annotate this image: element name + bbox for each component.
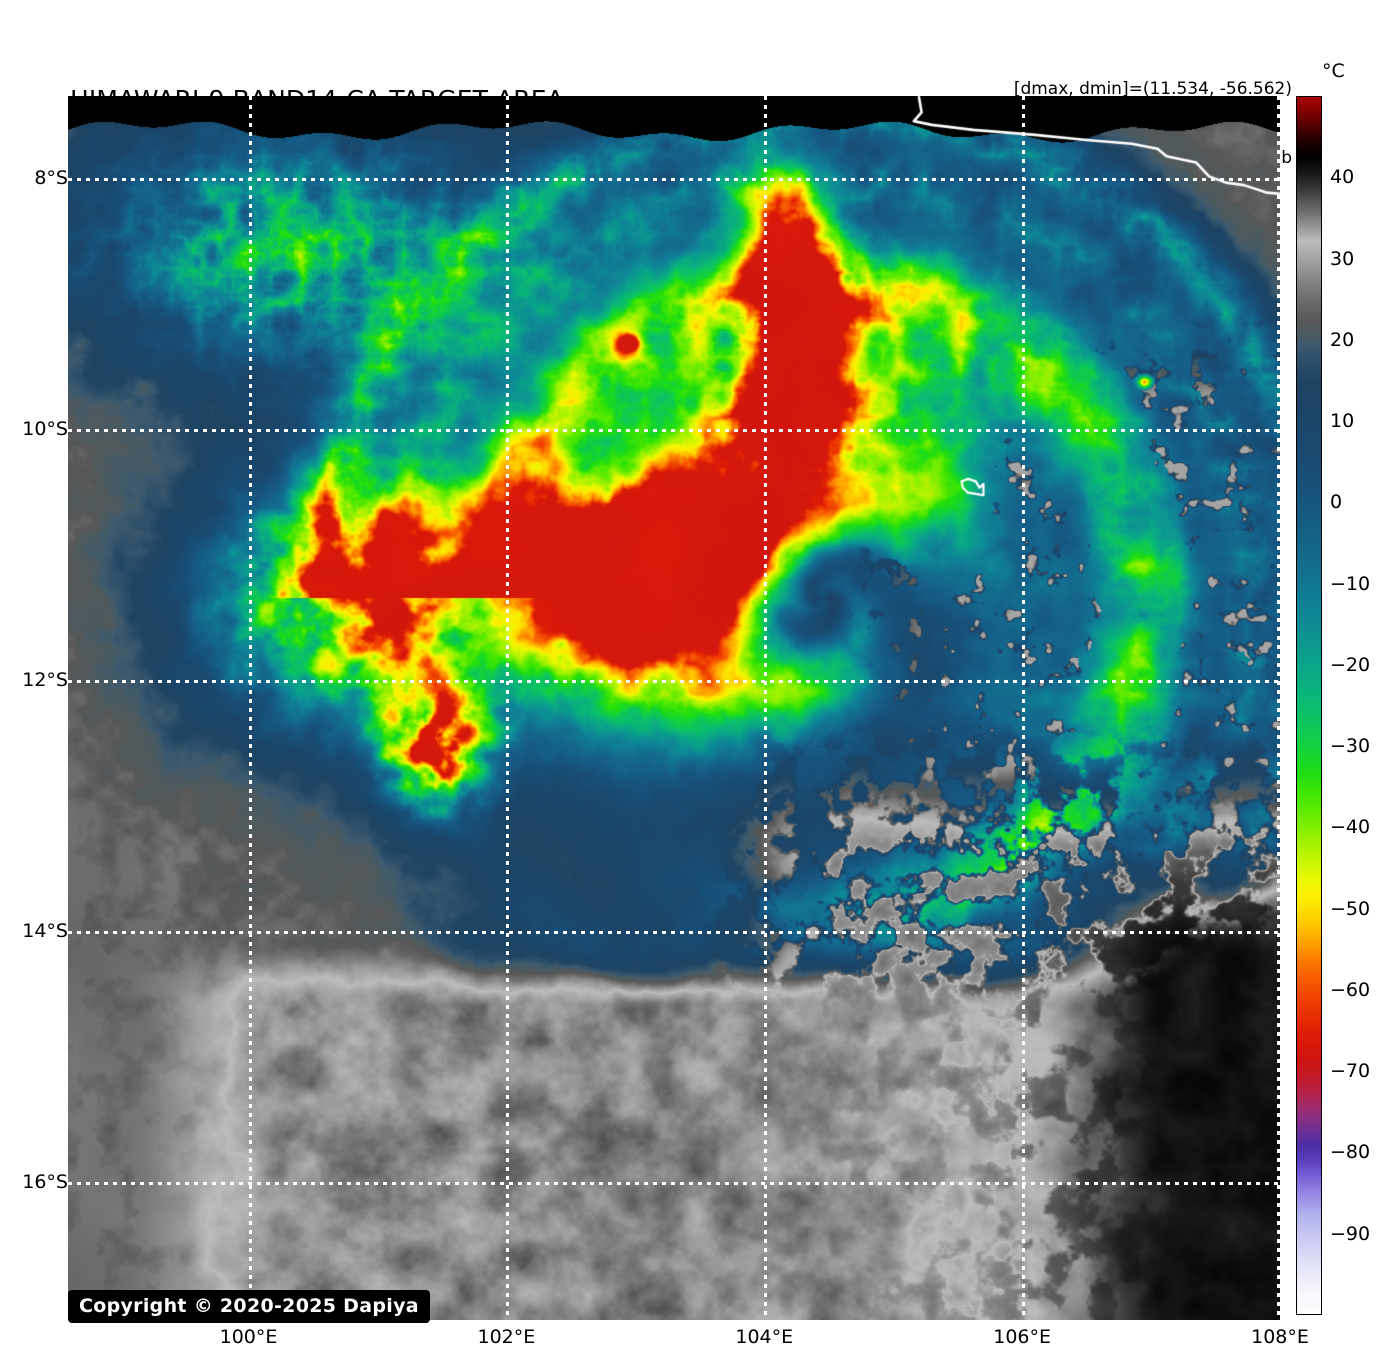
dmax-dmin-readout: [dmax, dmin]=(11.534, -56.562) (1013, 79, 1292, 99)
colorbar-unit-label: °C (1322, 60, 1345, 82)
colorbar-tick-40: 40 (1330, 166, 1355, 189)
xtick-label-106: 106°E (993, 1326, 1052, 1348)
xtick-label-108: 108°E (1251, 1326, 1309, 1348)
satellite-image-plot[interactable] (68, 96, 1280, 1320)
ytick-label-8: 8°S (34, 166, 68, 189)
infrared-satellite-raster (68, 96, 1280, 1320)
xtick-label-102: 102°E (477, 1326, 536, 1348)
ytick-label-10: 10°S (22, 417, 68, 440)
ytick-label-12: 12°S (22, 668, 68, 691)
colorbar-tick-30: 30 (1330, 247, 1355, 270)
ytick-label-14: 14°S (22, 919, 68, 942)
colorbar-tick-neg20: −20 (1330, 653, 1371, 676)
colorbar-gradient (1296, 96, 1322, 1315)
colorbar-tick-20: 20 (1330, 328, 1355, 351)
xtick-label-100: 100°E (219, 1326, 278, 1348)
colorbar-tick-neg30: −30 (1330, 735, 1371, 758)
colorbar-tick-neg50: −50 (1330, 897, 1371, 920)
colorbar-tick-neg80: −80 (1330, 1141, 1371, 1164)
colorbar-tick-neg70: −70 (1330, 1060, 1371, 1083)
colorbar-tick-neg40: −40 (1330, 816, 1371, 839)
temperature-colorbar[interactable] (1296, 96, 1322, 1315)
colorbar-tick-neg60: −60 (1330, 978, 1371, 1001)
colorbar-tick-neg10: −10 (1330, 572, 1371, 595)
colorbar-tick-10: 10 (1330, 410, 1355, 433)
colorbar-tick-neg90: −90 (1330, 1222, 1371, 1245)
copyright-watermark: Copyright © 2020-2025 Dapiya (68, 1290, 430, 1323)
ytick-label-16: 16°S (22, 1170, 68, 1193)
colorbar-tick-0: 0 (1330, 491, 1343, 514)
xtick-label-104: 104°E (735, 1326, 794, 1348)
